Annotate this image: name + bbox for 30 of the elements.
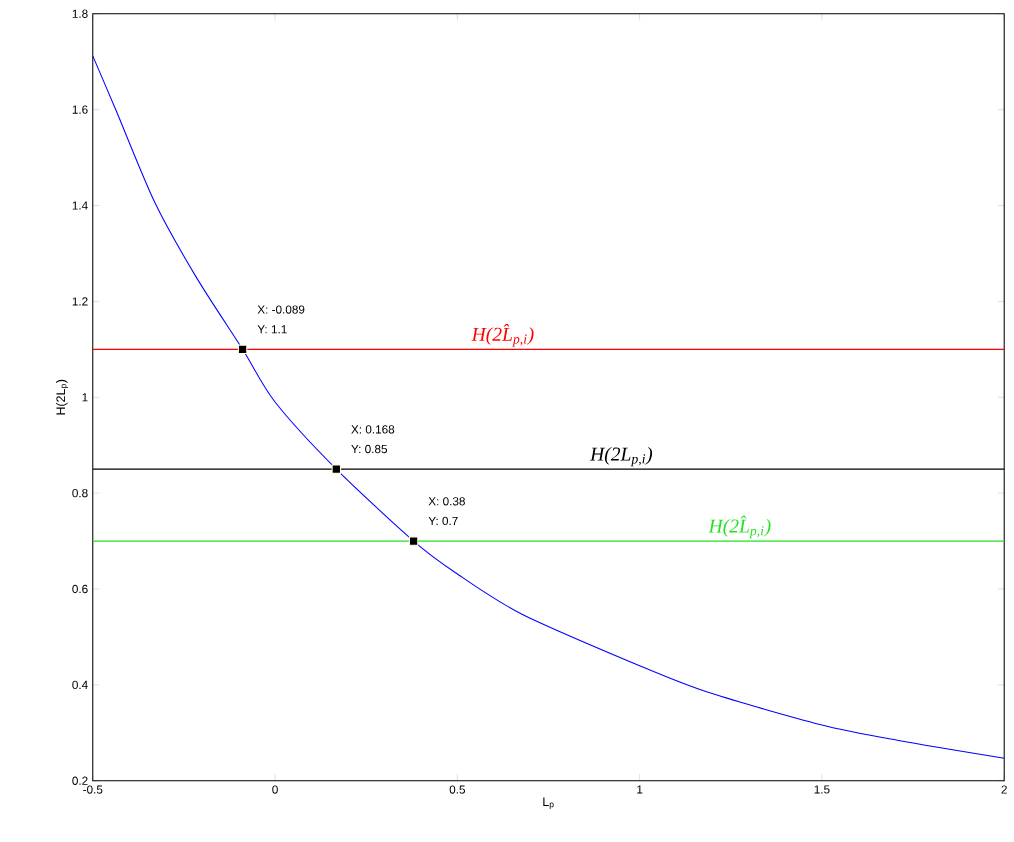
x-axis-title: L$_{p}$ [543, 797, 554, 810]
y-tick-label: 1 [82, 393, 88, 402]
annotation: Y: 1.1 [257, 325, 287, 334]
x-tick-label: 0.5 [449, 785, 466, 794]
x-tick-label: 1 [637, 785, 643, 794]
annotation: X: 0.38 [428, 497, 465, 506]
x-tick-label: 2 [1001, 785, 1007, 794]
line-series [92, 55, 1005, 759]
point [237, 344, 248, 355]
y-tick-label: 1.8 [72, 9, 88, 19]
annotation: X: -0.089 [257, 305, 305, 314]
ref-line-label: H(2L̂$_{p,i}$) [471, 324, 534, 347]
x-tick-label: 0 [272, 785, 278, 794]
y-tick-label: 0.6 [72, 585, 88, 594]
y-tick-label: 0.2 [72, 776, 88, 786]
y-tick-label: 1.6 [72, 105, 88, 114]
annotation: Y: 0.85 [351, 445, 388, 454]
ref-line-label: H(2L$_{p,i}$) [589, 447, 653, 467]
point [408, 536, 419, 546]
y-tick-label: 0.4 [72, 680, 88, 690]
x-tick-label: 1.5 [814, 785, 830, 794]
y-tick-label: 1.4 [72, 201, 88, 210]
point [331, 464, 342, 475]
y-axis-title: H(2L$_{p}$) [56, 379, 69, 415]
ref-line-label: H(2L̂$_{p,i}$) [708, 515, 771, 539]
y-tick-label: 0.8 [72, 489, 88, 498]
x-tick-label: -0.5 [83, 785, 103, 794]
annotation: Y: 0.7 [428, 516, 458, 526]
annotation: X: 0.168 [351, 425, 395, 434]
y-tick-label: 1.2 [72, 297, 88, 306]
